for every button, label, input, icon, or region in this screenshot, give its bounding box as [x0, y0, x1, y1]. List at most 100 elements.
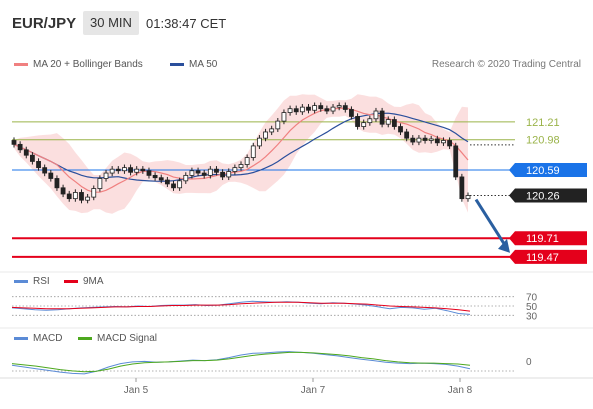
candle-body: [391, 119, 397, 127]
candle-body: [109, 168, 115, 174]
candle-body: [23, 149, 29, 156]
candle-body: [306, 106, 311, 111]
bollinger-band: [14, 94, 468, 214]
candle-body: [342, 105, 348, 110]
macd-signal-swatch: [78, 336, 92, 340]
candle-body: [410, 137, 416, 143]
macd-line: [11, 351, 471, 375]
candle-body: [263, 131, 268, 139]
forecast-arrowhead: [498, 238, 510, 253]
candle-body: [214, 168, 219, 173]
ma20-swatch: [14, 62, 28, 66]
candle-body: [416, 137, 422, 143]
candle-body: [207, 168, 213, 176]
last-price-label: 120.26: [526, 191, 560, 203]
candle-body: [171, 183, 176, 189]
candle-body: [441, 140, 446, 144]
legend-rsi: RSI: [14, 276, 50, 287]
candle-body: [379, 110, 385, 125]
timeframe-badge[interactable]: 30 MIN: [83, 11, 139, 35]
candle-body: [453, 145, 459, 178]
candle-body: [183, 174, 189, 182]
candle-body: [226, 171, 232, 178]
candle-body: [232, 167, 238, 172]
candle-body: [465, 195, 471, 200]
support-label: 119.71: [526, 233, 559, 245]
candle-body: [349, 109, 354, 117]
candle-body: [373, 110, 379, 120]
candle-body: [447, 140, 452, 147]
rsi-tick-label: 30: [526, 311, 538, 322]
candle-body: [299, 106, 305, 113]
x-tick-label: Jan 5: [124, 385, 149, 396]
candle-body: [244, 157, 250, 165]
rsi-ma-line: [11, 301, 471, 312]
candle-body: [318, 105, 324, 110]
candle-body: [42, 167, 48, 174]
candle-body: [164, 179, 170, 185]
candle-body: [177, 180, 183, 189]
macd-swatch: [14, 336, 28, 340]
candle-body: [385, 119, 391, 125]
legend-macd-signal: MACD Signal: [78, 333, 157, 344]
candle-body: [189, 170, 195, 176]
candle-body: [11, 140, 17, 145]
candle-body: [122, 167, 127, 172]
legend-label: MACD Signal: [97, 333, 158, 344]
candle-body: [66, 193, 72, 200]
legend-ma50: MA 50: [170, 59, 217, 70]
candle-body: [220, 171, 225, 178]
candle-body: [48, 172, 54, 179]
candle-body: [17, 143, 23, 151]
legend-label: MA 20 + Bollinger Bands: [33, 59, 143, 70]
legend-label: MACD: [33, 333, 63, 344]
ma50-line: [13, 112, 469, 182]
ma50-swatch: [170, 62, 184, 66]
chart-header: EUR/JPY 30 MIN 01:38:47 CET: [0, 0, 593, 46]
legend-macd: MACD: [14, 333, 62, 344]
candle-body: [293, 108, 299, 113]
chart-credit: Research © 2020 Trading Central: [431, 59, 581, 70]
legend-rsi-ma: 9MA: [64, 276, 104, 287]
rsi-swatch: [14, 279, 28, 283]
rsi-ma-swatch: [64, 279, 78, 283]
candle-body: [404, 131, 410, 139]
support-label: 119.47: [526, 252, 559, 264]
candle-body: [257, 137, 262, 147]
candle-body: [367, 118, 373, 124]
rsi-tick-label: 70: [526, 293, 538, 304]
candle-body: [201, 172, 207, 176]
candle-body: [459, 176, 465, 200]
macd-tick-label: 0: [526, 357, 532, 368]
candle-body: [54, 178, 60, 189]
candle-body: [281, 112, 287, 122]
symbol-title: EUR/JPY: [12, 15, 77, 32]
candle-body: [287, 108, 293, 113]
candle-body: [336, 105, 342, 108]
candle-body: [355, 116, 360, 127]
candle-body: [134, 168, 140, 173]
candle-body: [434, 138, 440, 144]
candle-body: [128, 167, 133, 173]
candle-body: [103, 172, 109, 179]
last-price-tag: [509, 188, 587, 203]
candle-body: [85, 196, 91, 201]
candle-body: [275, 120, 281, 130]
x-tick-label: Jan 7: [301, 385, 326, 396]
candle-body: [361, 122, 367, 127]
candle-body: [330, 106, 336, 112]
candle-body: [238, 164, 244, 169]
rsi-tick-label: 50: [526, 302, 538, 313]
x-tick-label: Jan 8: [448, 385, 473, 396]
legend-label: MA 50: [189, 59, 218, 70]
candle-body: [146, 170, 152, 176]
candle-body: [422, 137, 428, 141]
resistance-label: 120.98: [526, 135, 560, 147]
support-tag: [509, 249, 587, 264]
candle-body: [195, 170, 201, 174]
candle-body: [60, 187, 66, 195]
candle-body: [36, 161, 41, 169]
candle-body: [79, 192, 84, 201]
candle-body: [312, 105, 318, 111]
pivot-tag: [509, 162, 587, 177]
